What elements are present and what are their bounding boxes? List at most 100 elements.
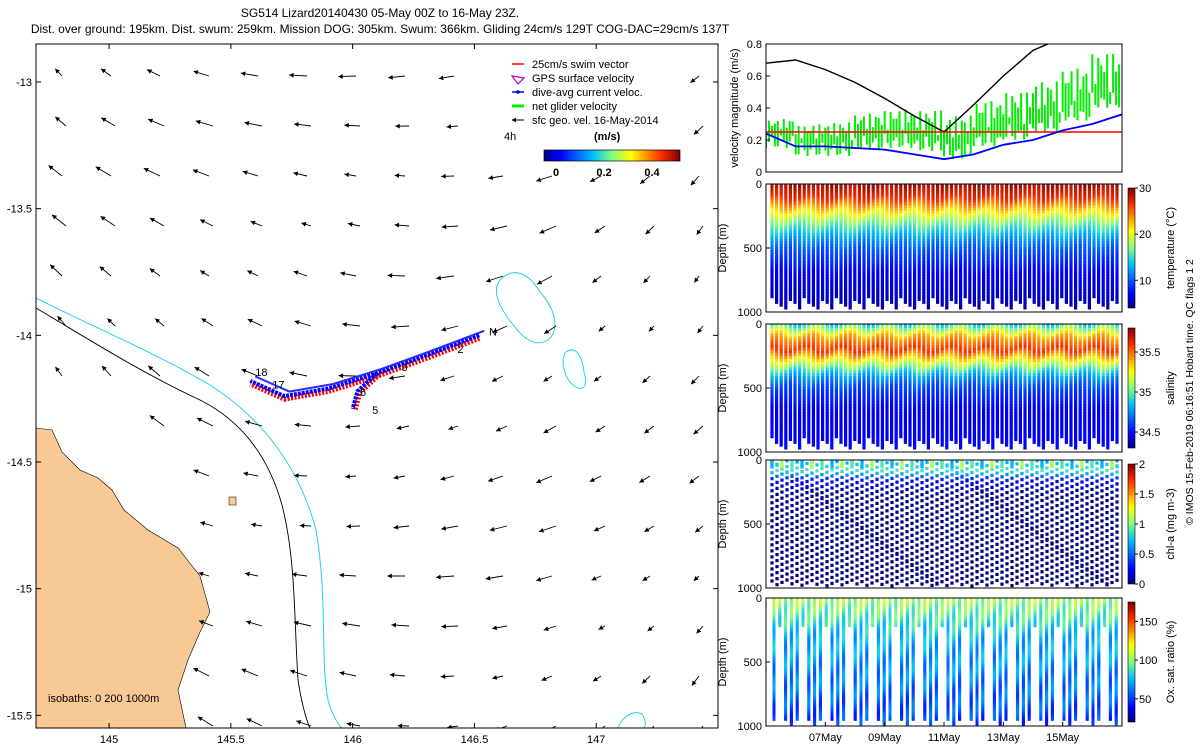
profile-sample bbox=[867, 435, 871, 439]
profile-sample bbox=[775, 275, 779, 279]
profile-sample bbox=[1009, 261, 1013, 265]
profile-sample bbox=[857, 207, 861, 211]
profile-sample bbox=[1032, 292, 1036, 296]
profile-sample bbox=[968, 295, 972, 299]
profile-sample bbox=[811, 184, 815, 186]
profile-sample bbox=[1028, 286, 1032, 290]
y-tick-label: 0.4 bbox=[747, 103, 762, 115]
profile-sample bbox=[871, 235, 875, 240]
profile-sample bbox=[830, 185, 834, 189]
profile-sample bbox=[811, 336, 815, 340]
profile-sample bbox=[1005, 235, 1009, 240]
profile-sample bbox=[775, 440, 779, 444]
profile-sample bbox=[1106, 207, 1110, 211]
profile-sample bbox=[798, 432, 802, 436]
profile-sample bbox=[885, 324, 889, 326]
profile-sample bbox=[1087, 216, 1091, 220]
profile-sample bbox=[844, 269, 848, 273]
profile-sample bbox=[779, 364, 783, 368]
profile-sample bbox=[853, 249, 857, 254]
profile-sample bbox=[834, 233, 838, 237]
profile-sample bbox=[885, 207, 889, 211]
profile-sample bbox=[1092, 221, 1096, 226]
profile-sample bbox=[1028, 241, 1032, 245]
profile-sample bbox=[862, 353, 866, 357]
profile-sample bbox=[853, 347, 857, 351]
profile-sample bbox=[954, 247, 958, 251]
profile-sample bbox=[894, 404, 898, 408]
profile-sample bbox=[1064, 289, 1068, 293]
profile-sample bbox=[816, 295, 820, 299]
profile-sample bbox=[839, 297, 843, 302]
profile-sample bbox=[949, 266, 953, 271]
profile-sample bbox=[995, 283, 999, 287]
profile-sample bbox=[1009, 306, 1013, 310]
profile-sample bbox=[1051, 261, 1055, 265]
profile-sample bbox=[968, 227, 972, 231]
profile-sample bbox=[945, 275, 949, 279]
profile-sample bbox=[867, 247, 871, 251]
profile-sample bbox=[1092, 275, 1096, 279]
profile-sample bbox=[949, 207, 953, 211]
profile-sample bbox=[1046, 193, 1050, 197]
profile-sample bbox=[807, 426, 811, 430]
profile-sample bbox=[1087, 297, 1091, 302]
profile-sample bbox=[1064, 283, 1068, 287]
profile-sample bbox=[839, 255, 843, 259]
profile-sample bbox=[890, 437, 894, 442]
profile-sample bbox=[1028, 199, 1032, 203]
profile-sample bbox=[894, 336, 898, 340]
profile-sample bbox=[982, 258, 986, 262]
profile-sample bbox=[890, 367, 894, 371]
profile-sample bbox=[793, 350, 797, 354]
profile-sample bbox=[1000, 235, 1004, 240]
profile-sample bbox=[880, 204, 884, 209]
profile-sample bbox=[1092, 289, 1096, 293]
profile-sample bbox=[1092, 185, 1096, 189]
profile-sample bbox=[940, 227, 944, 231]
profile-sample bbox=[1101, 269, 1105, 273]
profile-sample bbox=[871, 404, 875, 408]
profile-sample bbox=[784, 289, 788, 293]
profile-sample bbox=[890, 404, 894, 408]
velocity-arrow bbox=[251, 522, 263, 528]
profile-sample bbox=[784, 342, 788, 346]
profile-sample bbox=[908, 235, 912, 240]
profile-sample bbox=[784, 224, 788, 228]
profile-sample bbox=[995, 292, 999, 296]
profile-sample bbox=[853, 247, 857, 251]
profile-sample bbox=[834, 199, 838, 203]
profile-sample bbox=[825, 230, 829, 234]
profile-sample bbox=[784, 426, 788, 430]
profile-sample bbox=[982, 221, 986, 226]
profile-sample bbox=[954, 258, 958, 262]
velocity-y-axis: 00.20.40.60.8 bbox=[747, 39, 770, 179]
profile-sample bbox=[936, 184, 940, 186]
profile-sample bbox=[1037, 295, 1041, 299]
profile-sample bbox=[982, 244, 986, 248]
profile-sample bbox=[954, 204, 958, 209]
profile-sample bbox=[908, 255, 912, 259]
profile-sample bbox=[1097, 227, 1101, 231]
profile-sample bbox=[991, 241, 995, 245]
profile-sample bbox=[1009, 221, 1013, 226]
profile-sample bbox=[954, 264, 958, 268]
profile-sample bbox=[825, 373, 829, 377]
profile-sample bbox=[1074, 244, 1078, 248]
profile-sample bbox=[857, 300, 861, 304]
profile-sample bbox=[977, 244, 981, 248]
profile-sample bbox=[862, 328, 866, 332]
profile-sample bbox=[1092, 204, 1096, 209]
profile-sample bbox=[885, 378, 889, 382]
profile-sample bbox=[945, 292, 949, 296]
profile-sample bbox=[913, 272, 917, 276]
profile-sample bbox=[848, 432, 852, 436]
profile-sample bbox=[821, 249, 825, 254]
profile-sample bbox=[880, 370, 884, 374]
velocity-arrow bbox=[149, 217, 165, 227]
profile-sample bbox=[816, 230, 820, 234]
profile-sample bbox=[788, 289, 792, 293]
profile-sample bbox=[890, 184, 894, 186]
profile-sample bbox=[844, 303, 848, 307]
profile-sample bbox=[890, 280, 894, 285]
